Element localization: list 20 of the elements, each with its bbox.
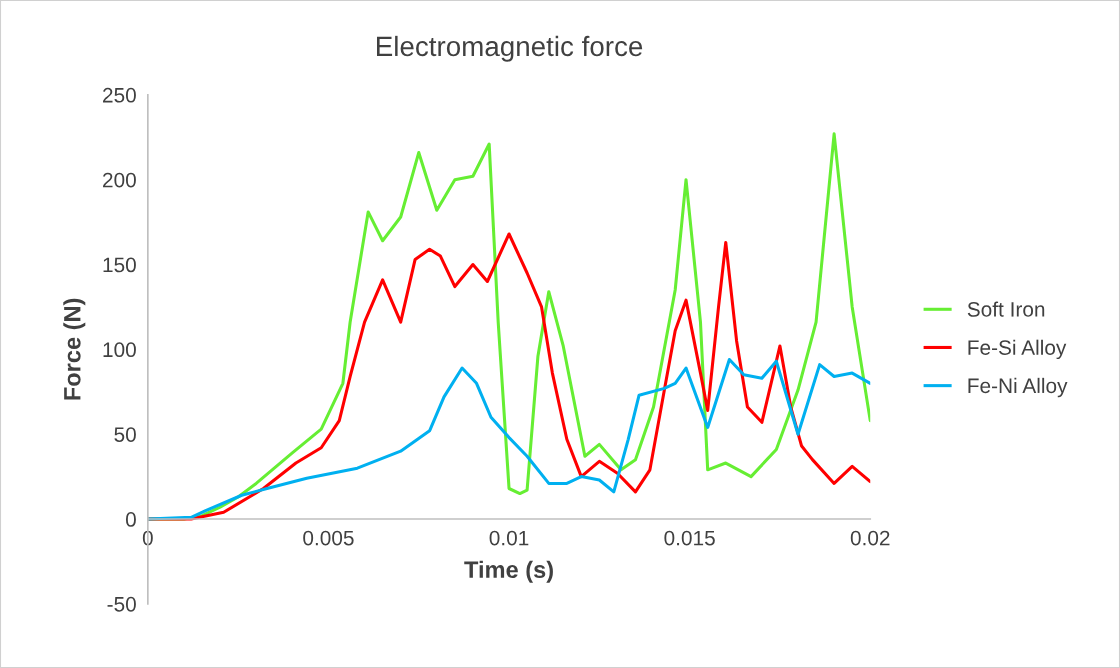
chart-title: Electromagnetic force	[377, 35, 643, 62]
x-tick-label: 0.02	[850, 530, 890, 546]
line-series	[147, 358, 871, 521]
y-tick-label: 100	[103, 342, 136, 358]
x-axis-title: Time (s)	[464, 560, 553, 583]
y-axis-title: Force (N)	[63, 298, 86, 400]
legend-label: Soft Iron	[967, 301, 1045, 317]
y-tick-label: 150	[103, 257, 136, 273]
legend-label: Fe-Si Alloy	[968, 339, 1067, 360]
y-tick-label: 250	[103, 87, 136, 103]
x-tick-label: 0.01	[489, 530, 529, 546]
line-series	[147, 232, 871, 521]
y-tick-label: 50	[114, 427, 136, 442]
x-tick-label: 0.015	[664, 530, 715, 546]
y-tick-label: 0	[125, 512, 136, 527]
legend-label: Fe-Ni Alloy	[968, 377, 1068, 398]
x-tick-label: 0	[142, 530, 153, 546]
y-tick-label: 200	[103, 172, 136, 188]
y-tick-label: -50	[107, 596, 136, 612]
x-tick-label: 0.005	[303, 530, 354, 546]
